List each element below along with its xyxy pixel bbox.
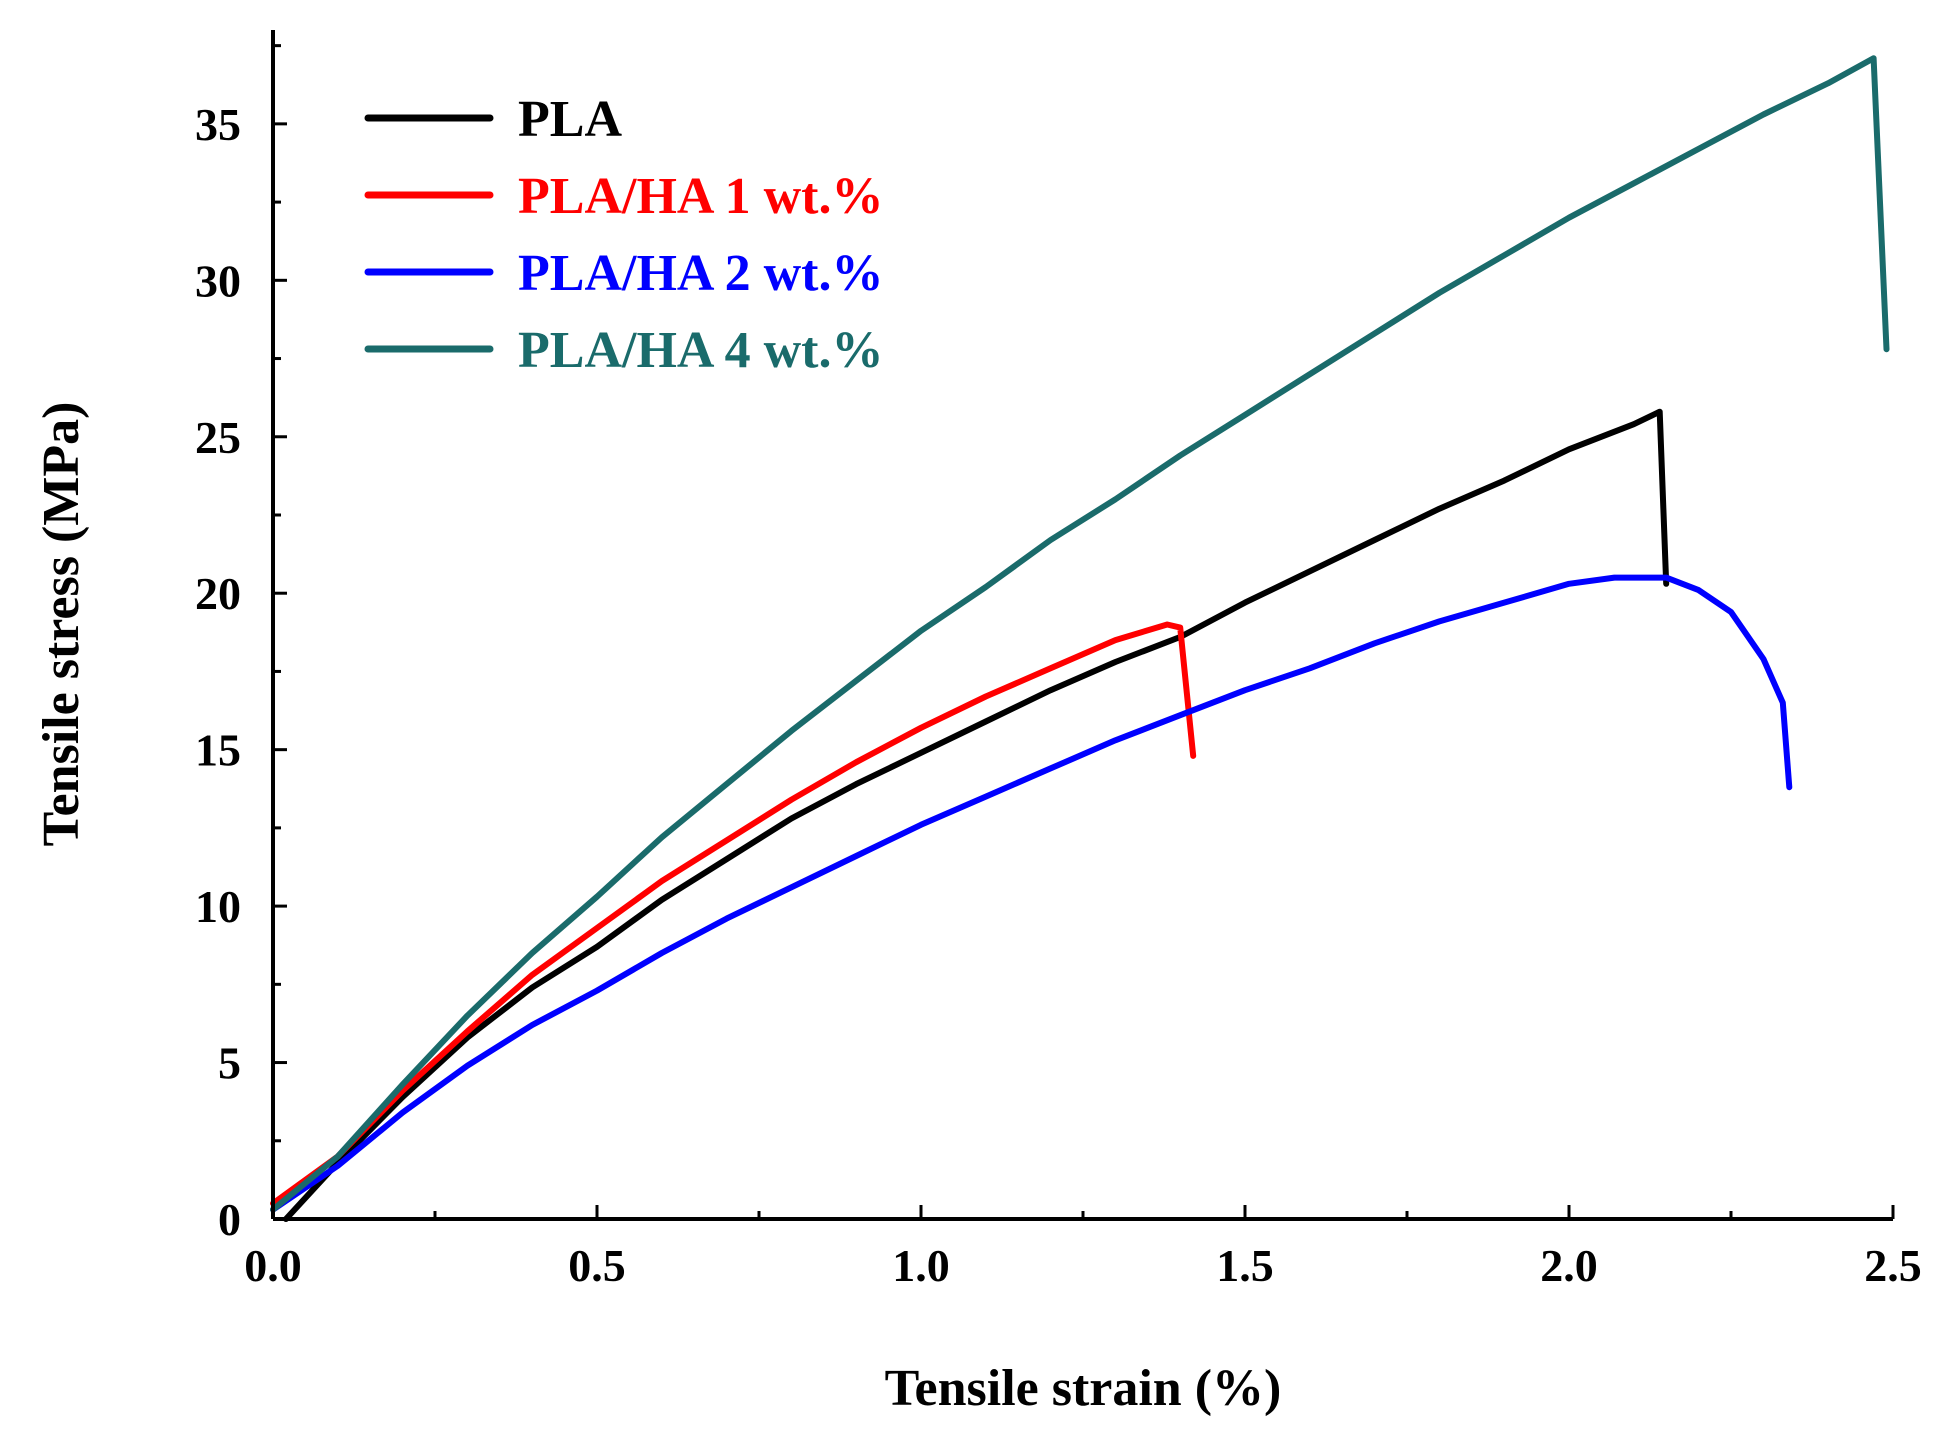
axis-ticks [271,44,1895,1221]
y-tick-label: 0 [218,1194,241,1245]
x-tick-label: 2.0 [1540,1240,1598,1291]
x-tick-label: 1.5 [1216,1240,1274,1291]
y-tick-label: 10 [195,881,241,932]
y-tick-label: 5 [218,1038,241,1089]
series-line-2 [270,621,1197,1207]
series-line-3 [270,574,1793,1213]
x-tick-label: 0.5 [568,1240,626,1291]
series-line-1 [283,408,1670,1222]
x-tick-label: 1.0 [892,1240,950,1291]
tick-labels: 0.0 0.5 1.0 1.5 2.0 2.5 0 5 10 15 20 25 30 35 [195,99,1922,1291]
y-tick-label: 35 [195,99,241,150]
y-tick-label: 15 [195,725,241,776]
y-tick-label: 30 [195,255,241,306]
legend-label: PLA/HA 1 wt.% [518,168,883,225]
y-axis-title: Tensile stress (MPa) [33,402,90,847]
y-tick-label: 25 [195,412,241,463]
legend-label: PLA [518,91,622,148]
legend-label: PLA/HA 2 wt.% [518,245,883,302]
axes [271,30,1893,1221]
legend: PLA PLA/HA 1 wt.% PLA/HA 2 wt.% PLA/HA 4 wt… [364,91,883,379]
legend-label: PLA/HA 4 wt.% [518,322,883,379]
series-line-4 [270,55,1890,1213]
x-tick-label: 0.0 [244,1240,302,1291]
y-tick-label: 20 [195,568,241,619]
series-layer [270,55,1890,1222]
x-axis-title: Tensile strain (%) [885,1360,1282,1417]
x-tick-label: 2.5 [1864,1240,1922,1291]
